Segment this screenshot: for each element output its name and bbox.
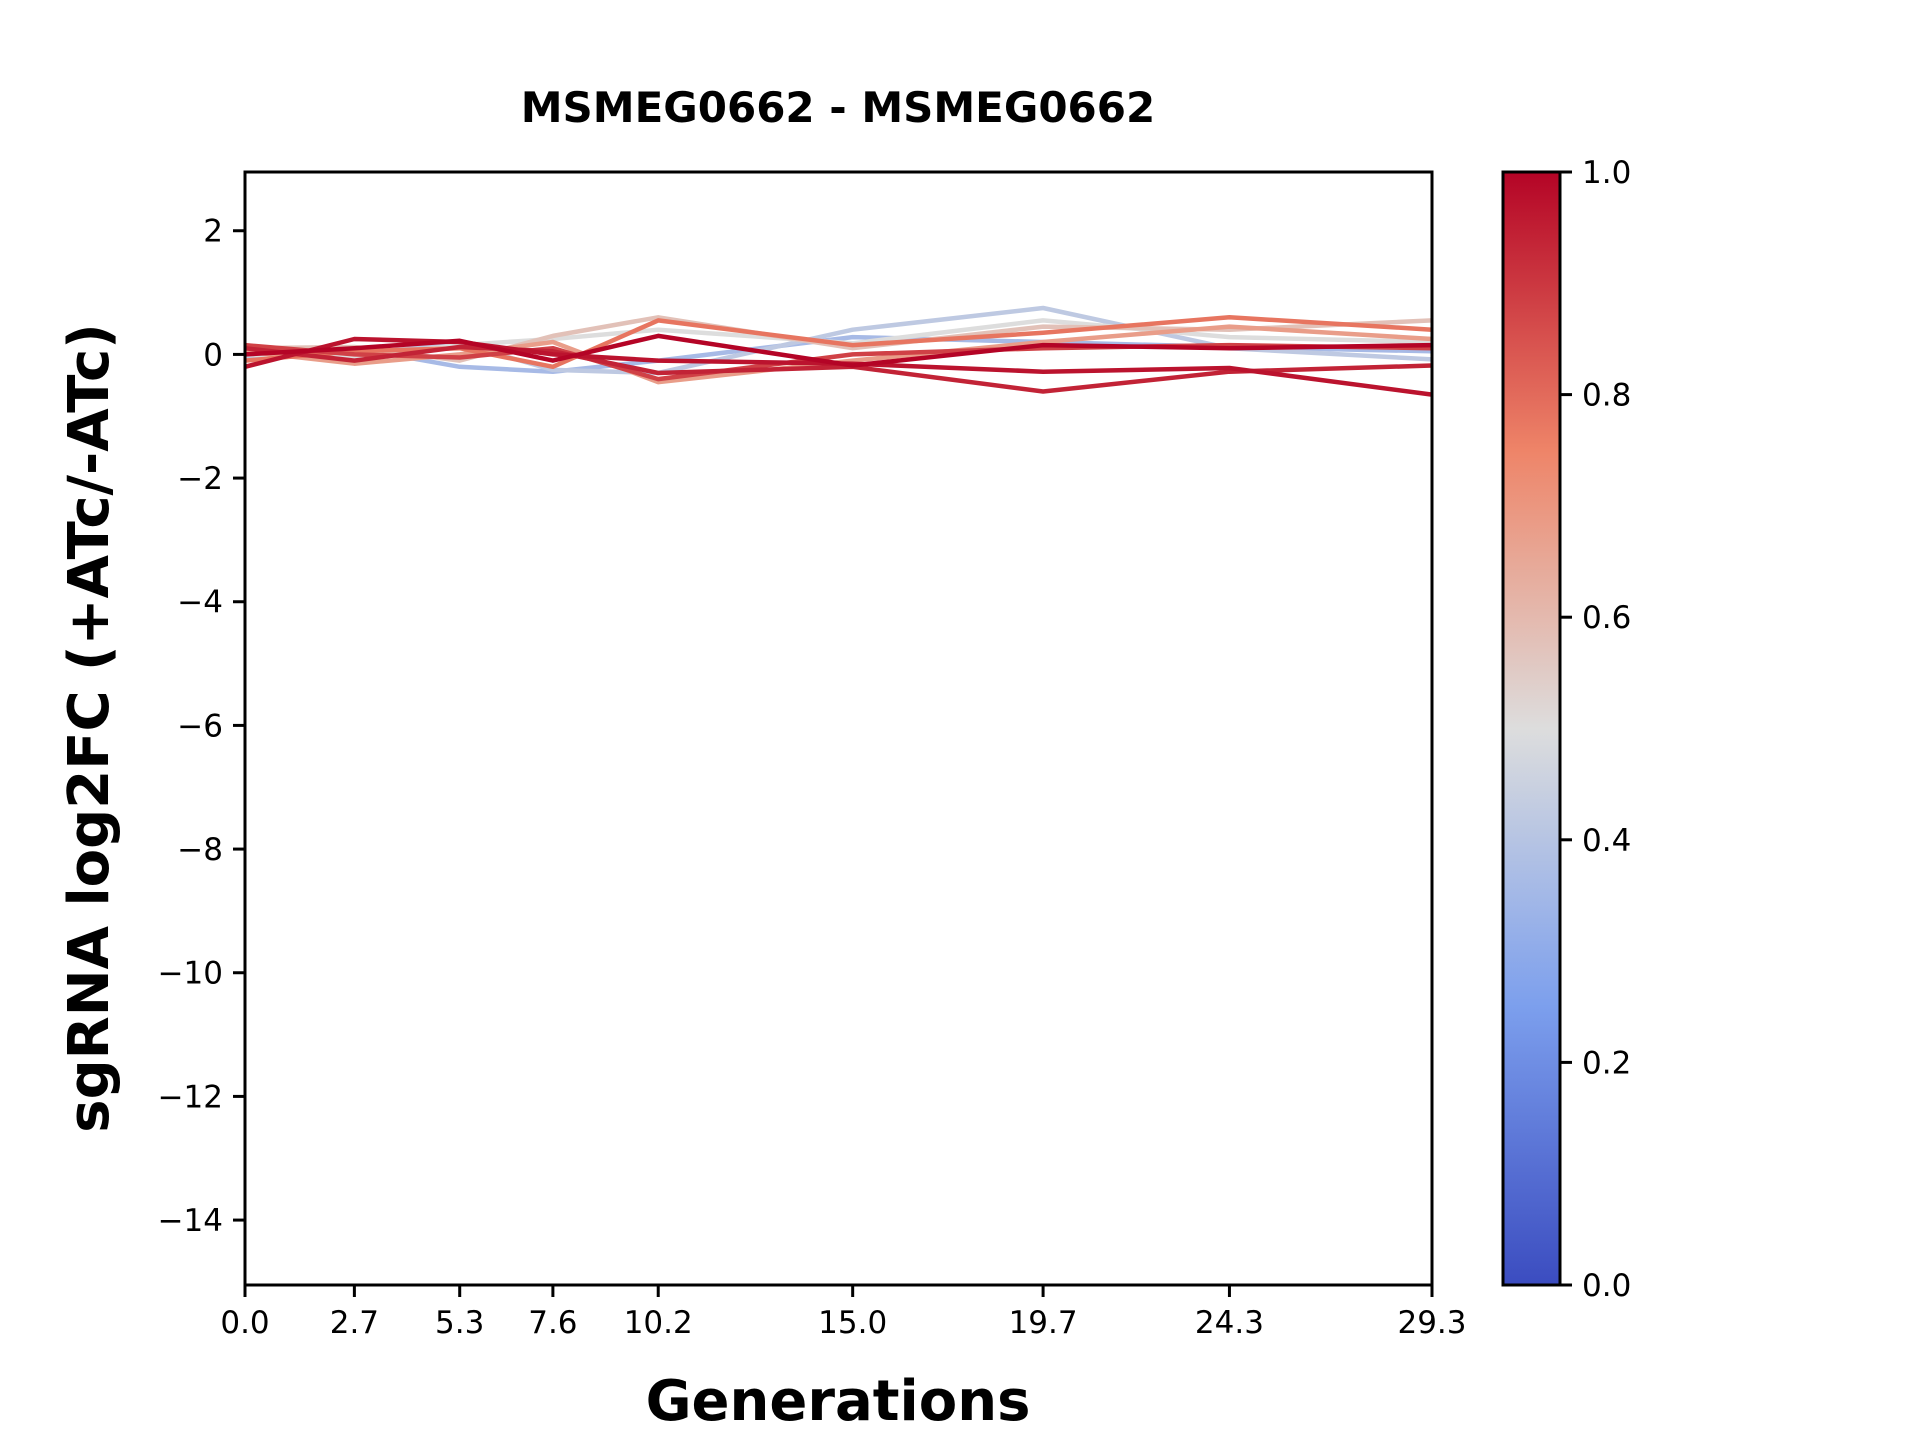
series-line <box>244 344 1433 394</box>
y-tick-label: −14 <box>158 1203 223 1239</box>
colorbar-tick-label: 0.4 <box>1582 823 1631 859</box>
series-line <box>244 315 1433 370</box>
y-tick-label: −10 <box>158 956 223 992</box>
y-axis-label: sgRNA log2FC (+ATc/-ATc) <box>57 323 122 1133</box>
y-tick-label: −4 <box>177 585 223 621</box>
colorbar-tick-label: 0.6 <box>1582 600 1631 636</box>
colorbar: 0.0 0.2 0.4 0.6 0.8 1.0 <box>1501 155 1631 1304</box>
y-tick-label: −12 <box>158 1079 223 1115</box>
series-lines <box>244 305 1433 397</box>
colorbar-tick-label: 0.8 <box>1582 378 1631 414</box>
x-tick-label: 24.3 <box>1195 1305 1264 1341</box>
y-tick-label: 0 <box>203 337 223 373</box>
series-line <box>244 324 1433 385</box>
y-tick-label: −8 <box>177 832 223 868</box>
colorbar-tick-label: 0.2 <box>1582 1045 1631 1081</box>
x-tick-label: 19.7 <box>1009 1305 1078 1341</box>
plot-border <box>243 170 1434 1287</box>
y-tick-label: 2 <box>203 214 223 250</box>
chart-title: MSMEG0662 - MSMEG0662 <box>521 83 1155 132</box>
x-tick-label: 2.7 <box>330 1305 379 1341</box>
x-axis-label: Generations <box>646 1369 1031 1434</box>
x-tick-label: 7.6 <box>528 1305 577 1341</box>
y-tick-label: −6 <box>177 708 223 744</box>
colorbar-tick-label: 1.0 <box>1582 155 1631 191</box>
x-tick-label: 15.0 <box>818 1305 887 1341</box>
x-tick-label: 5.3 <box>435 1305 484 1341</box>
colorbar-tick-label: 0.0 <box>1582 1268 1631 1304</box>
x-tick-label: 29.3 <box>1397 1305 1466 1341</box>
colorbar-gradient <box>1501 170 1562 1287</box>
y-tick-label: −2 <box>177 461 223 497</box>
series-line <box>244 336 1433 397</box>
series-line <box>244 333 1433 368</box>
x-tick-label: 0.0 <box>220 1305 269 1341</box>
x-tick-label: 10.2 <box>624 1305 693 1341</box>
axes: 0.0 2.7 5.3 7.6 10.2 15.0 19.7 24.3 29.3 2 0 −2 −4 −6… <box>158 170 1467 1341</box>
